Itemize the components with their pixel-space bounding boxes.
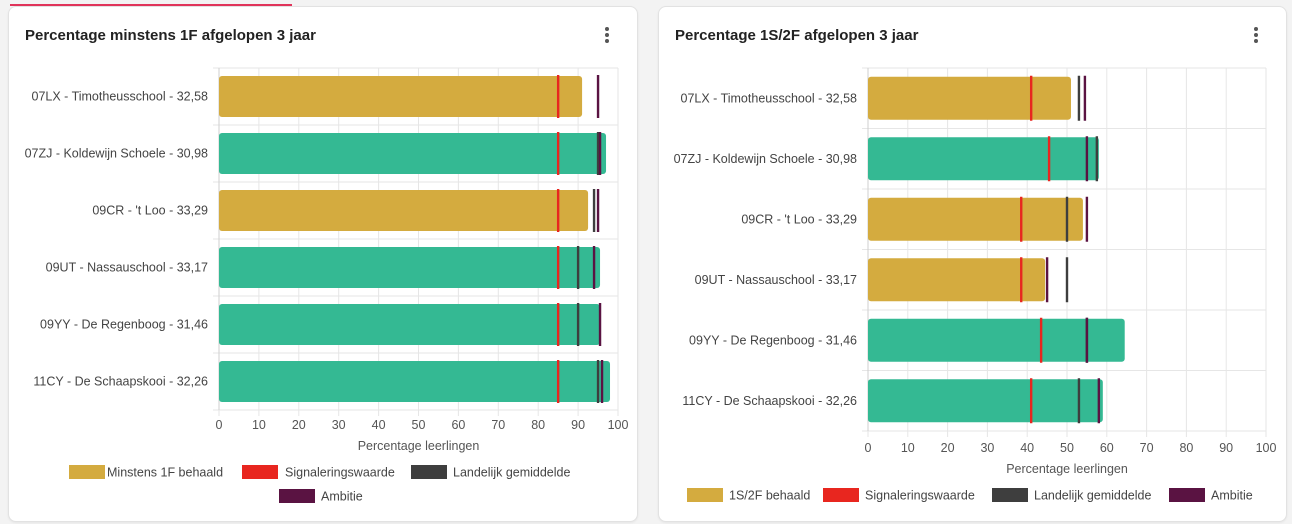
category-label: 07LX - Timotheusschool - 32,58 (32, 90, 209, 104)
legend-label: Signaleringswaarde (865, 489, 975, 503)
x-tick-label: 90 (1219, 441, 1233, 455)
legend-label: Landelijk gemiddelde (453, 466, 570, 480)
legend-label: Ambitie (321, 490, 363, 504)
category-label: 07ZJ - Koldewijn Schoele - 30,98 (674, 152, 857, 166)
legend-swatch (279, 489, 315, 503)
legend-label: Landelijk gemiddelde (1034, 489, 1151, 503)
legend-swatch (1169, 488, 1205, 502)
bar (868, 318, 1125, 362)
legend-swatch (411, 465, 447, 479)
category-label: 09YY - De Regenboog - 31,46 (40, 318, 208, 332)
x-tick-label: 30 (332, 418, 346, 432)
x-tick-label: 40 (1020, 441, 1034, 455)
kebab-menu-icon[interactable] (1250, 25, 1262, 45)
x-axis-label: Percentage leerlingen (1006, 462, 1128, 476)
accent-line (10, 4, 292, 6)
legend-label: 1S/2F behaald (729, 489, 810, 503)
legend-swatch (69, 465, 105, 479)
category-label: 11CY - De Schaapskooi - 32,26 (33, 375, 208, 389)
bar (868, 137, 1099, 181)
category-label: 09UT - Nassauschool - 33,17 (46, 261, 208, 275)
bar (219, 190, 589, 231)
x-tick-label: 70 (491, 418, 505, 432)
category-label: 09CR - 't Loo - 33,29 (741, 212, 857, 226)
x-tick-label: 0 (216, 418, 223, 432)
bar (868, 76, 1071, 120)
chart-card-1s2f: Percentage 1S/2F afgelopen 3 jaar 07LX -… (658, 6, 1287, 522)
x-tick-label: 90 (571, 418, 585, 432)
legend-swatch (242, 465, 278, 479)
x-tick-label: 70 (1140, 441, 1154, 455)
chart-1f: 07LX - Timotheusschool - 32,58 07ZJ - Kol… (25, 67, 629, 504)
bar (219, 133, 607, 174)
x-axis-label: Percentage leerlingen (358, 439, 480, 453)
x-tick-label: 80 (1179, 441, 1193, 455)
bar (219, 304, 601, 345)
bar (868, 379, 1103, 423)
bar (868, 197, 1083, 241)
x-tick-label: 40 (372, 418, 386, 432)
x-tick-label: 60 (451, 418, 465, 432)
x-tick-label: 20 (292, 418, 306, 432)
chart-card-1f: Percentage minstens 1F afgelopen 3 jaar … (8, 6, 638, 522)
legend-swatch (992, 488, 1028, 502)
x-tick-label: 20 (941, 441, 955, 455)
x-tick-label: 0 (865, 441, 872, 455)
category-label: 07ZJ - Koldewijn Schoele - 30,98 (25, 147, 208, 161)
legend-swatch (823, 488, 859, 502)
x-tick-label: 50 (412, 418, 426, 432)
x-tick-label: 10 (252, 418, 266, 432)
x-tick-label: 100 (608, 418, 629, 432)
legend-label: Signaleringswaarde (285, 466, 395, 480)
bar (219, 76, 583, 117)
category-label: 07LX - Timotheusschool - 32,58 (681, 91, 858, 105)
x-tick-label: 10 (901, 441, 915, 455)
legend-label: Minstens 1F behaald (107, 466, 223, 480)
legend-swatch (687, 488, 723, 502)
x-tick-label: 30 (980, 441, 994, 455)
x-tick-label: 100 (1256, 441, 1277, 455)
bar (868, 258, 1046, 302)
x-tick-label: 50 (1060, 441, 1074, 455)
bar (219, 361, 611, 402)
kebab-menu-icon[interactable] (601, 25, 613, 45)
legend-label: Ambitie (1211, 489, 1253, 503)
chart-title-1s2f: Percentage 1S/2F afgelopen 3 jaar (675, 27, 919, 44)
category-label: 09CR - 't Loo - 33,29 (92, 204, 208, 218)
category-label: 09UT - Nassauschool - 33,17 (695, 273, 857, 287)
category-label: 09YY - De Regenboog - 31,46 (689, 333, 857, 347)
bar (219, 247, 601, 288)
chart-1s2f: 07LX - Timotheusschool - 32,58 07ZJ - Kol… (674, 67, 1277, 503)
chart-title-1f: Percentage minstens 1F afgelopen 3 jaar (25, 27, 316, 44)
category-label: 11CY - De Schaapskooi - 32,26 (682, 394, 857, 408)
x-tick-label: 80 (531, 418, 545, 432)
x-tick-label: 60 (1100, 441, 1114, 455)
